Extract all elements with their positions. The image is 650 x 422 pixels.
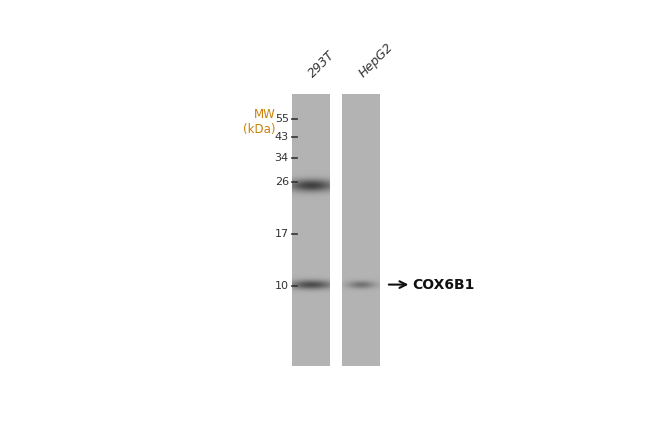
- Text: COX6B1: COX6B1: [413, 278, 475, 292]
- Text: 17: 17: [275, 229, 289, 239]
- Text: 34: 34: [275, 153, 289, 163]
- Text: HepG2: HepG2: [357, 41, 396, 80]
- Text: 26: 26: [275, 177, 289, 187]
- Text: MW
(kDa): MW (kDa): [242, 108, 275, 135]
- Text: 10: 10: [275, 281, 289, 291]
- Text: 293T: 293T: [306, 49, 337, 80]
- Text: 43: 43: [275, 132, 289, 142]
- Text: 55: 55: [275, 114, 289, 124]
